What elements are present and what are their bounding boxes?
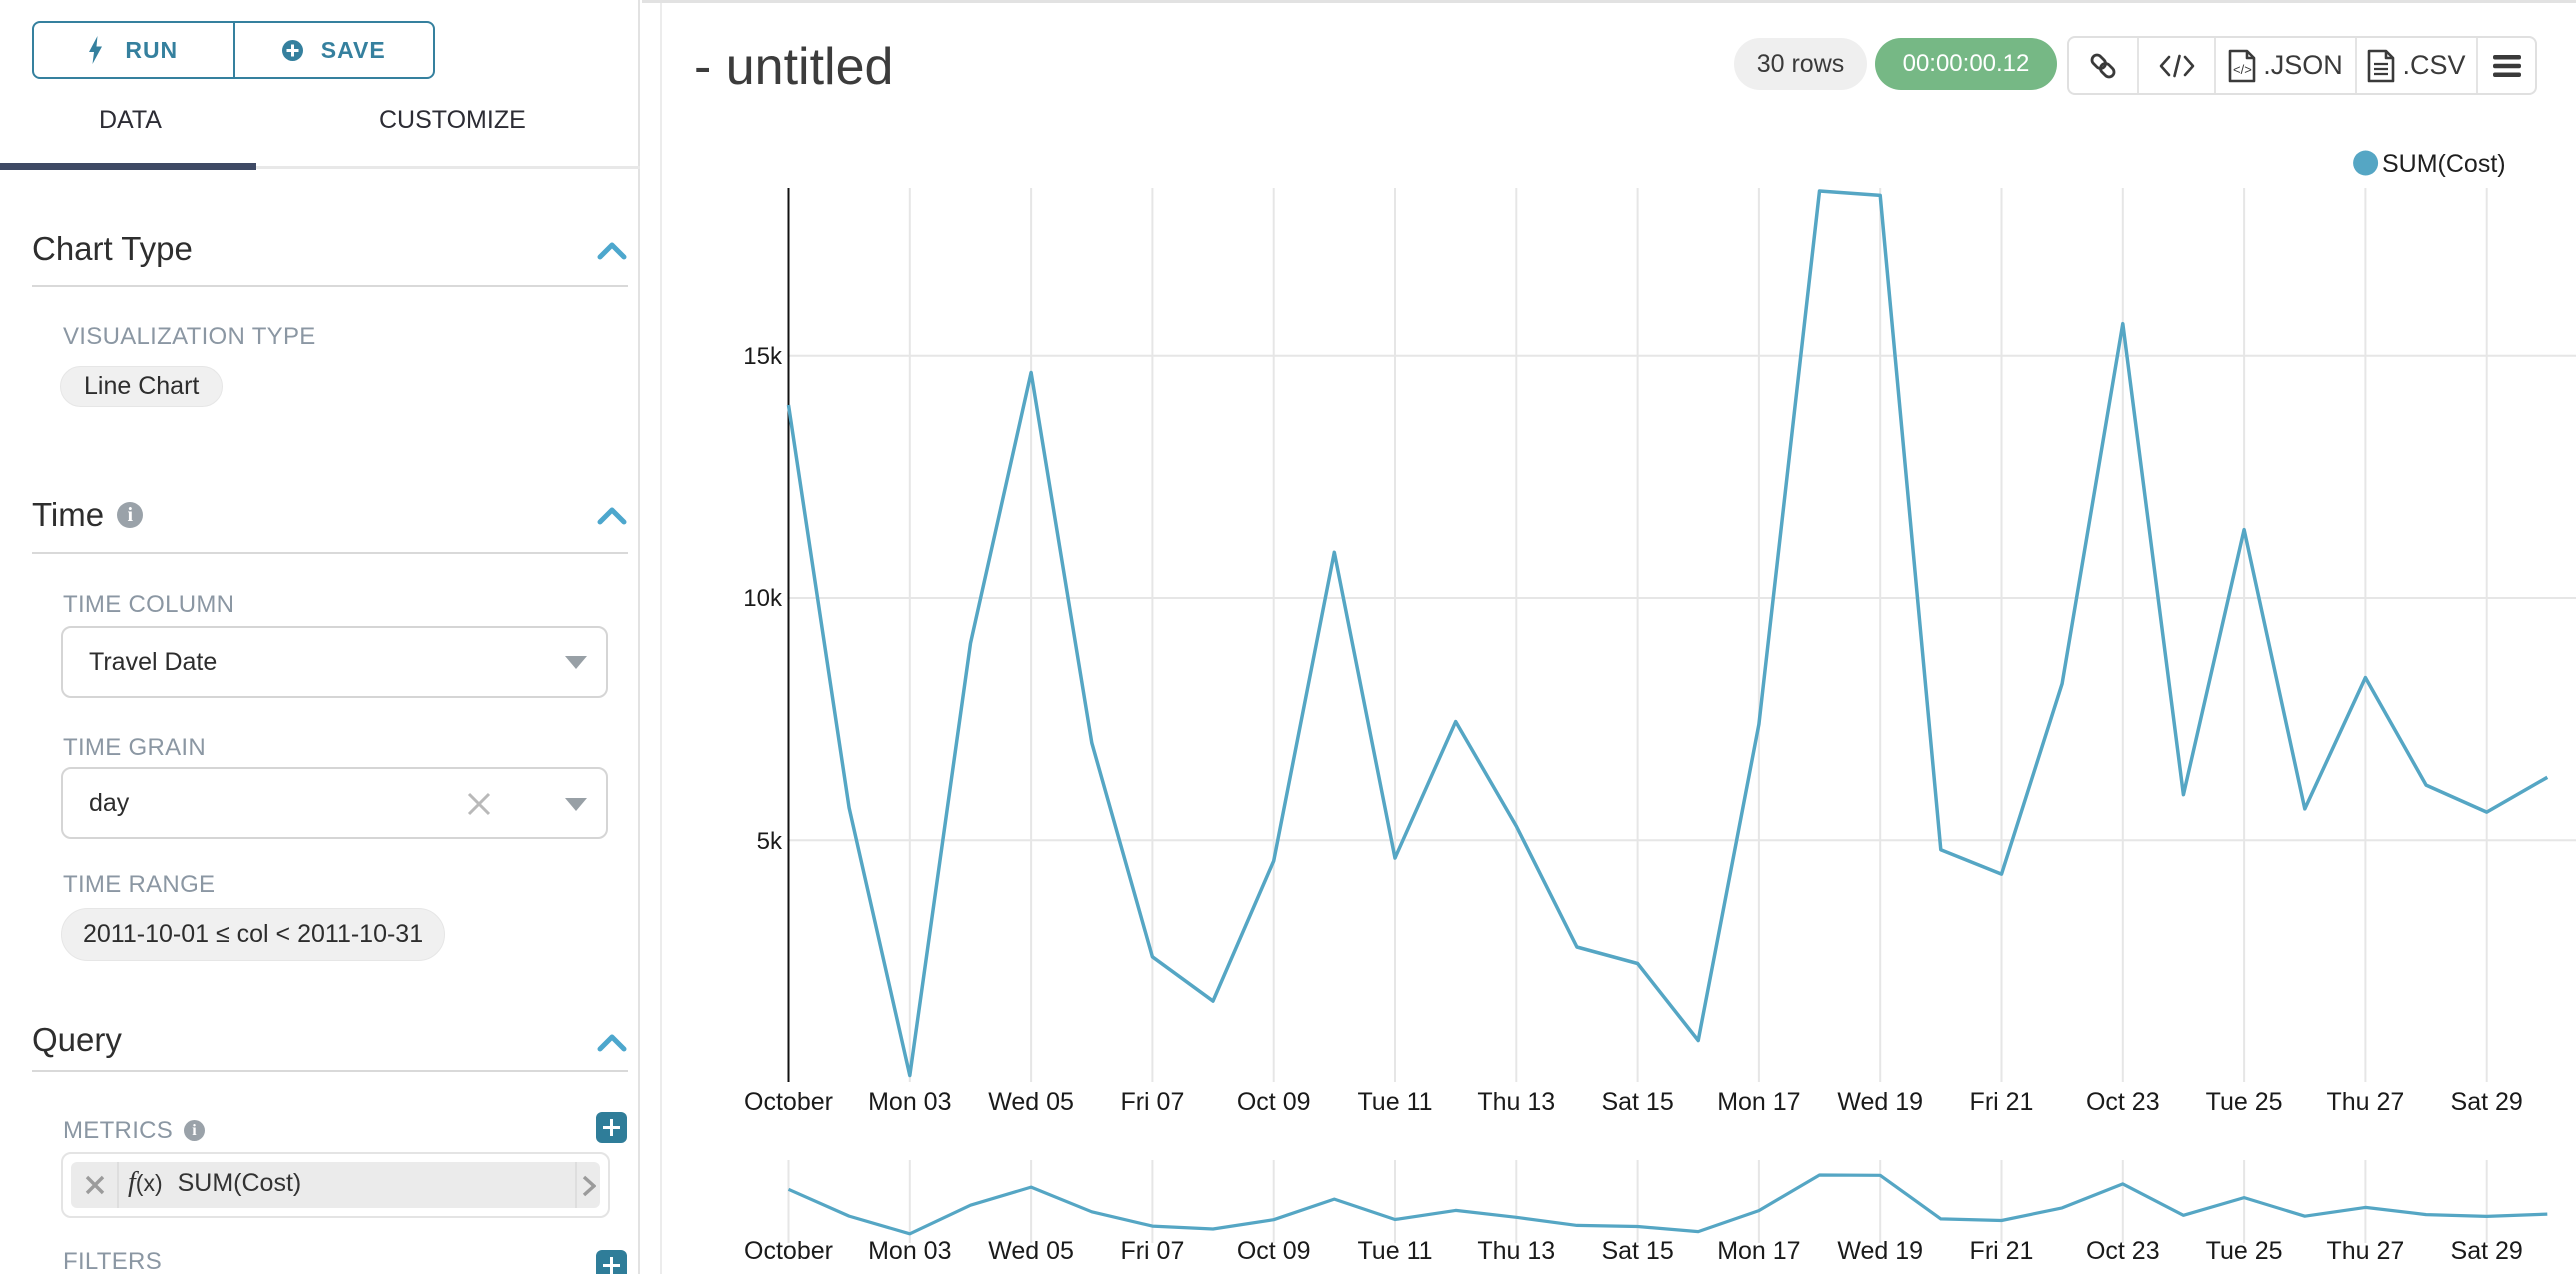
svg-text:Oct 09: Oct 09 [1237,1088,1311,1116]
svg-text:Mon 17: Mon 17 [1717,1088,1800,1116]
svg-text:Thu 27: Thu 27 [2326,1088,2404,1116]
svg-text:Oct 23: Oct 23 [2086,1088,2160,1116]
svg-text:Sat 15: Sat 15 [1601,1237,1673,1265]
svg-text:Oct 09: Oct 09 [1237,1237,1311,1265]
svg-text:Oct 23: Oct 23 [2086,1237,2160,1265]
svg-text:SUM(Cost): SUM(Cost) [2382,150,2506,178]
svg-text:Fri 07: Fri 07 [1120,1237,1184,1265]
svg-text:Wed 05: Wed 05 [988,1237,1074,1265]
svg-text:15k: 15k [743,343,783,370]
svg-text:Fri 07: Fri 07 [1120,1088,1184,1116]
svg-text:10k: 10k [743,585,783,612]
svg-text:Thu 27: Thu 27 [2326,1237,2404,1265]
svg-text:Thu 13: Thu 13 [1477,1088,1555,1116]
svg-text:5k: 5k [757,828,783,855]
svg-text:Fri 21: Fri 21 [1970,1088,2034,1116]
svg-text:</>: </> [2233,62,2252,77]
svg-text:Wed 19: Wed 19 [1837,1237,1923,1265]
svg-text:Sat 15: Sat 15 [1601,1088,1673,1116]
svg-text:Wed 05: Wed 05 [988,1088,1074,1116]
svg-text:Sat 29: Sat 29 [2451,1088,2523,1116]
svg-text:Sat 29: Sat 29 [2451,1237,2523,1265]
svg-text:October: October [744,1237,833,1265]
svg-text:Thu 13: Thu 13 [1477,1237,1555,1265]
svg-text:Tue 25: Tue 25 [2206,1237,2283,1265]
svg-text:Tue 11: Tue 11 [1357,1237,1432,1265]
svg-text:Tue 25: Tue 25 [2206,1088,2283,1116]
svg-text:October: October [744,1088,833,1116]
svg-text:Mon 03: Mon 03 [868,1088,951,1116]
svg-text:Mon 03: Mon 03 [868,1237,951,1265]
svg-text:Tue 11: Tue 11 [1357,1088,1432,1116]
svg-text:Mon 17: Mon 17 [1717,1237,1800,1265]
svg-text:Wed 19: Wed 19 [1837,1088,1923,1116]
svg-text:Fri 21: Fri 21 [1970,1237,2034,1265]
